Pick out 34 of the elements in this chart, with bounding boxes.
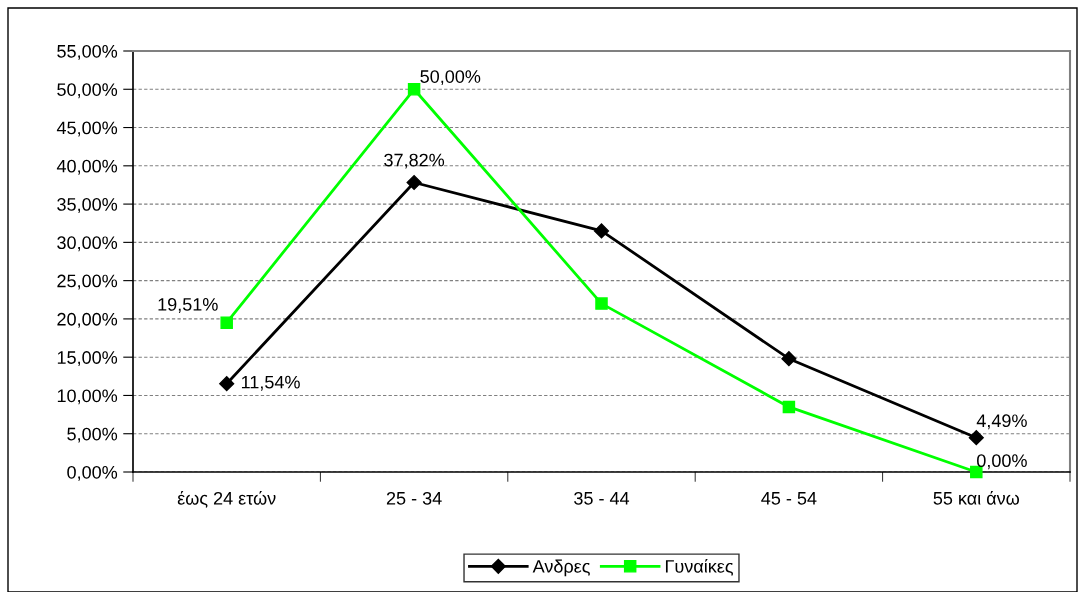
point (407, 83, 421, 96)
point (406, 174, 422, 191)
data-label: 4,49% (976, 414, 1027, 430)
legend-label: Γυναίκες (665, 558, 734, 576)
x-tick-label: 45 - 54 (761, 492, 817, 505)
point (782, 400, 796, 414)
point (781, 351, 797, 367)
y-tick-label: 35,00% (57, 198, 118, 213)
y-tick-label: 20,00% (57, 312, 118, 328)
legend-label: Ανδρες (532, 559, 590, 577)
point (595, 297, 608, 310)
y-tick-label: 25,00% (57, 274, 118, 290)
data-label: 0,00% (977, 454, 1027, 470)
y-tick-label: 15,00% (57, 351, 118, 367)
point (219, 376, 235, 392)
x-tick-label: 25 - 34 (386, 491, 442, 505)
point (593, 223, 610, 239)
point (220, 316, 233, 329)
y-tick-label: 0,00% (67, 465, 118, 481)
data-label: 19,51% (158, 297, 218, 313)
y-tick-label: 10,00% (57, 389, 118, 405)
data-label: 11,54% (241, 375, 300, 391)
y-tick-label: 50,00% (57, 83, 118, 99)
x-tick-label: 55 και άνω (933, 490, 1020, 505)
x-tick-label: έως 24 ετών (177, 490, 276, 508)
y-tick-label: 5,00% (67, 427, 118, 443)
x-tick-label: 35 - 44 (574, 491, 630, 505)
y-tick-label: 30,00% (57, 236, 118, 252)
data-label: 50,00% (420, 70, 481, 86)
y-tick-label: 55,00% (57, 44, 118, 60)
data-label: 37,82% (384, 153, 445, 169)
y-tick-label: 40,00% (56, 159, 118, 175)
point (968, 430, 984, 446)
y-tick-label: 45,00% (56, 121, 118, 137)
